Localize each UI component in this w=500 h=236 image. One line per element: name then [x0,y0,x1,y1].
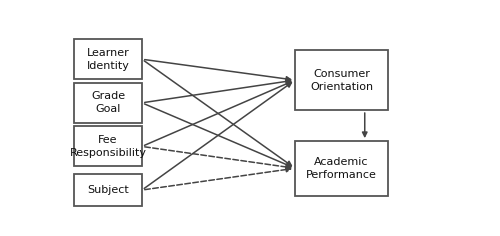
Text: Learner
Identity: Learner Identity [86,48,130,71]
FancyBboxPatch shape [74,126,142,166]
Text: Consumer
Orientation: Consumer Orientation [310,69,373,92]
FancyBboxPatch shape [74,174,142,206]
Text: Grade
Goal: Grade Goal [91,91,125,114]
FancyBboxPatch shape [295,50,388,110]
FancyBboxPatch shape [74,39,142,79]
FancyBboxPatch shape [74,83,142,123]
Text: Subject: Subject [87,185,129,195]
Text: Fee
Responsibility: Fee Responsibility [70,135,146,158]
FancyBboxPatch shape [295,141,388,195]
Text: Academic
Performance: Academic Performance [306,157,377,180]
